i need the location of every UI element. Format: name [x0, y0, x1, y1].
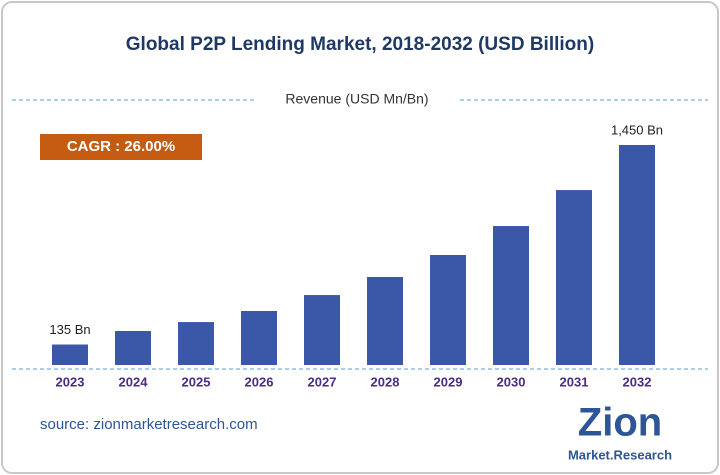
logo: Zion	[578, 401, 662, 445]
x-tick-label: 2028	[371, 374, 400, 389]
bar	[367, 277, 403, 365]
subtitle: Revenue (USD Mn/Bn)	[285, 91, 428, 107]
source: source: zionmarketresearch.com	[40, 416, 258, 433]
logo-tagline: Market.Research	[568, 447, 672, 462]
bar	[556, 190, 592, 365]
x-tick-label: 2026	[245, 374, 274, 389]
bar	[178, 322, 214, 365]
x-tick-label: 2023	[56, 374, 85, 389]
x-tick-label: 2029	[434, 374, 463, 389]
bar	[115, 331, 151, 365]
cagr-box	[40, 134, 202, 160]
x-tick-label: 2024	[119, 374, 149, 389]
value-label: 135 Bn	[49, 322, 90, 337]
bar	[493, 226, 529, 365]
chart-title: Global P2P Lending Market, 2018-2032 (US…	[126, 34, 594, 55]
x-tick-label: 2032	[623, 374, 652, 389]
bar	[304, 295, 340, 365]
bar	[430, 255, 466, 365]
bar	[241, 310, 277, 365]
x-tick-label: 2031	[560, 374, 589, 389]
cagr-label: CAGR : 26.00%	[67, 138, 175, 155]
x-tick-label: 2027	[308, 374, 337, 389]
x-tick-label: 2025	[182, 374, 211, 389]
bar	[619, 145, 655, 365]
value-label: 1,450 Bn	[611, 122, 663, 137]
bar	[52, 344, 88, 365]
x-tick-label: 2030	[497, 374, 526, 389]
